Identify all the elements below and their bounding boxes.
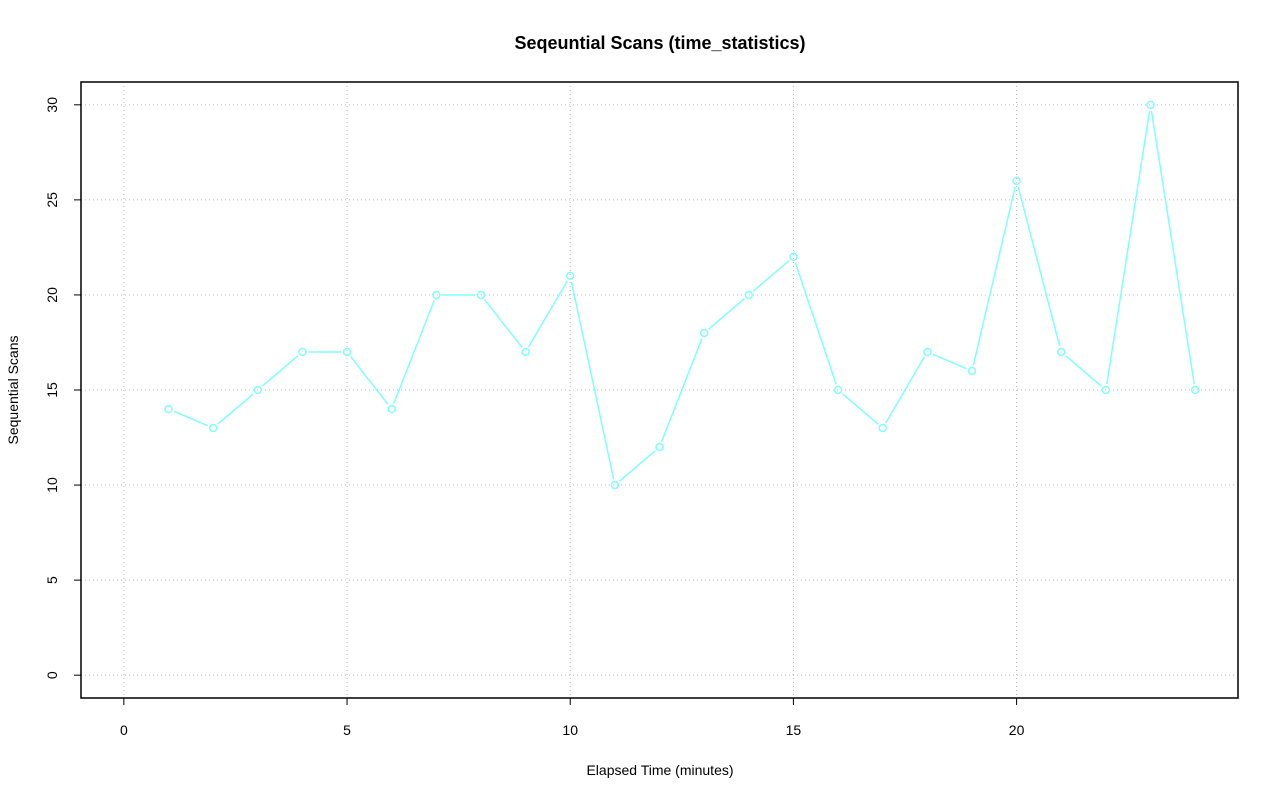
point [699, 328, 709, 338]
y-tick-label: 20 [44, 287, 60, 303]
point [923, 347, 932, 357]
point [432, 290, 441, 300]
y-tick-label: 15 [44, 382, 60, 398]
x-tick-label: 15 [786, 722, 802, 738]
point [521, 347, 530, 357]
x-tick-label: 0 [120, 722, 128, 738]
point [833, 385, 843, 395]
point [1056, 347, 1066, 357]
point [164, 404, 173, 414]
x-tick-label: 5 [343, 722, 351, 738]
point [1146, 100, 1155, 110]
point [387, 404, 396, 414]
point [253, 385, 263, 395]
x-tick-label: 20 [1009, 722, 1025, 738]
point [1190, 385, 1200, 395]
x-axis-label: Elapsed Time (minutes) [586, 762, 733, 778]
point [744, 290, 754, 300]
point [1101, 385, 1111, 395]
point [967, 366, 977, 376]
x-tick-label: 10 [562, 722, 578, 738]
plot-frame [80, 81, 1239, 699]
point [1012, 176, 1021, 186]
point [298, 347, 307, 357]
y-tick-label: 10 [44, 477, 60, 493]
point [878, 423, 887, 433]
y-tick-label: 5 [44, 576, 60, 584]
point [789, 252, 798, 262]
point [208, 423, 218, 433]
chart-title: Seqeuntial Scans (time_statistics) [514, 33, 805, 53]
point [476, 290, 486, 300]
y-tick-label: 0 [44, 671, 60, 679]
y-tick-label: 25 [44, 192, 60, 208]
line [173, 110, 1195, 482]
point [342, 347, 352, 357]
y-axis-label: Sequential Scans [5, 336, 21, 445]
point [610, 480, 620, 490]
point [565, 271, 575, 281]
point [655, 442, 664, 452]
y-tick-label: 30 [44, 97, 60, 113]
